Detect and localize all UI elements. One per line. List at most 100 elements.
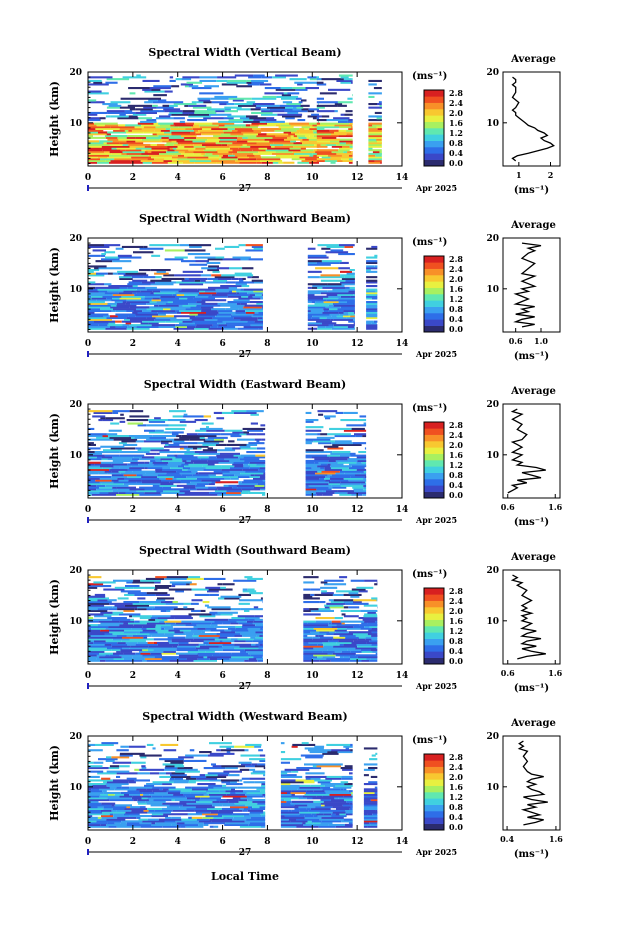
heatmap-cell: [127, 475, 142, 478]
heatmap-cell: [308, 809, 326, 812]
heatmap-cell: [280, 781, 304, 784]
heatmap-cell: [125, 302, 131, 305]
heatmap-cell: [217, 774, 229, 777]
heatmap-cell: [107, 131, 127, 134]
heatmap-cell: [307, 276, 320, 279]
heatmap-cell: [193, 124, 200, 127]
heatmap-cell: [320, 292, 345, 295]
heatmap-cell: [178, 802, 187, 805]
heatmap-cell: [320, 122, 345, 125]
heatmap-cell: [182, 111, 195, 114]
heatmap-cell: [213, 816, 224, 819]
heatmap-cell: [264, 463, 266, 466]
colorbar-frame: [423, 587, 445, 665]
heatmap-cell: [234, 154, 247, 157]
heatmap-cell: [107, 138, 119, 141]
heatmap-cell: [228, 290, 232, 293]
heatmap-cell: [253, 129, 275, 132]
heatmap-cell: [256, 142, 274, 145]
heatmap-cell: [344, 313, 349, 316]
heatmap-cell: [300, 149, 314, 152]
heatmap-cell: [171, 583, 187, 586]
heatmap-cell: [323, 445, 339, 448]
heatmap-cell: [189, 583, 197, 586]
heatmap-cell: [211, 763, 216, 766]
heatmap-cell: [135, 440, 144, 443]
heatmap-cell: [167, 161, 183, 164]
heatmap-cell: [246, 791, 266, 794]
heatmap-cell: [162, 486, 172, 489]
heatmap-cell: [361, 650, 373, 653]
heatmap-cell: [325, 325, 334, 328]
heatmap-cell: [169, 641, 179, 644]
heatmap-cell: [93, 761, 104, 764]
heatmap-cell: [354, 308, 355, 311]
heatmap-cell: [149, 301, 157, 304]
heatmap-cell: [368, 152, 382, 155]
heatmap-cell: [173, 442, 198, 445]
heatmap-cell: [296, 767, 322, 770]
heatmap-cell: [349, 145, 353, 148]
heatmap-cell: [190, 804, 213, 807]
heatmap-cell: [157, 617, 175, 620]
heatmap-cell: [330, 799, 344, 802]
heatmap-cell: [330, 161, 336, 164]
heatmap-cell: [303, 641, 309, 644]
heatmap-cell: [179, 447, 184, 450]
heatmap-cell: [103, 791, 121, 794]
heatmap-cell: [88, 293, 113, 296]
heatmap-cell: [368, 115, 382, 118]
heatmap-cell: [203, 767, 226, 770]
heatmap-cell: [126, 299, 152, 302]
heatmap-cell: [113, 815, 130, 818]
heatmap-cell: [303, 652, 328, 655]
heatmap-cell: [307, 260, 322, 263]
heatmap-cell: [312, 124, 319, 127]
heatmap-cell: [184, 491, 210, 494]
heatmap-cell: [175, 456, 198, 459]
heatmap-cell: [280, 820, 291, 823]
heatmap-cell: [172, 601, 178, 604]
avg-x-tick-label: 1: [516, 170, 522, 180]
heatmap-cell: [243, 288, 263, 291]
colorbar-unit: (ms⁻¹): [412, 569, 447, 580]
heatmap-cell: [239, 599, 263, 602]
heatmap-cell: [165, 427, 185, 430]
heatmap-cell: [109, 315, 118, 318]
heatmap-cell: [347, 151, 352, 154]
heatmap-cell: [175, 292, 200, 295]
x-tick-label: 10: [306, 173, 319, 183]
heatmap-cell: [363, 774, 369, 777]
heatmap-cell: [333, 599, 354, 602]
heatmap-cell: [128, 315, 136, 318]
heatmap-cell: [195, 806, 215, 809]
heatmap-cell: [158, 818, 182, 821]
heatmap-cell: [348, 119, 353, 122]
heatmap-cell: [345, 809, 353, 812]
heatmap-cell: [99, 788, 115, 791]
heatmap-cell: [201, 302, 218, 305]
heatmap-cell: [233, 461, 250, 464]
heatmap-cell: [212, 270, 220, 273]
avg-x-tick-label: 1.6: [548, 502, 562, 512]
heatmap-cell: [250, 465, 266, 468]
heatmap-cell: [151, 654, 162, 657]
heatmap-cell: [303, 601, 320, 604]
heatmap-cell: [88, 770, 104, 773]
heatmap-cell: [107, 272, 113, 275]
heatmap-cell: [375, 652, 378, 655]
heatmap-cell: [344, 799, 353, 802]
heatmap-cell: [316, 436, 335, 439]
heatmap-cell: [222, 804, 245, 807]
heatmap-cell: [350, 475, 365, 478]
heatmap-cell: [181, 78, 192, 81]
heatmap-cell: [177, 154, 184, 157]
heatmap-cell: [195, 795, 210, 798]
heatmap-cell: [142, 309, 152, 312]
heatmap-cell: [316, 795, 323, 798]
heatmap-cell: [188, 85, 199, 88]
heatmap-cell: [173, 103, 197, 106]
heatmap-cell: [170, 761, 184, 764]
heatmap-cell: [249, 301, 263, 304]
heatmap-cell: [129, 488, 145, 491]
